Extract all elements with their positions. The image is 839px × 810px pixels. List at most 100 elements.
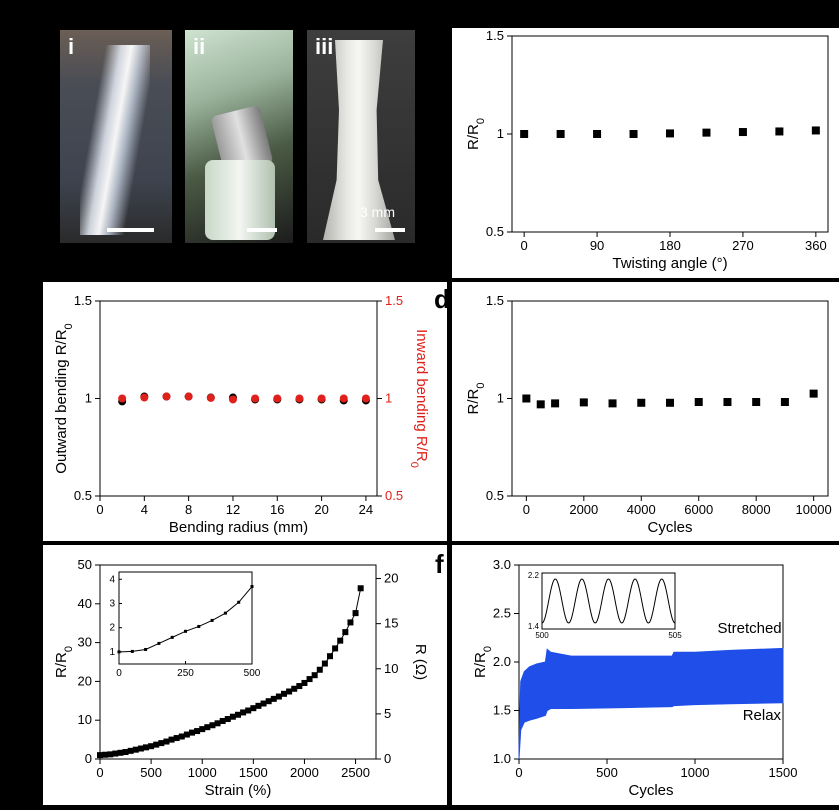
data-point [275, 693, 282, 700]
y-tick-label: 1.5 [486, 28, 504, 43]
x-tick-label: 4 [141, 502, 148, 517]
data-point [629, 130, 638, 138]
y-axis-label: R/R0 [465, 118, 487, 150]
x-axis-label: Bending radius (mm) [169, 519, 308, 536]
data-point [209, 722, 216, 729]
data-point [163, 738, 170, 745]
data-point [97, 752, 103, 759]
cycles-chart: 0 2000 4000 6000 8000 10000 0.5 1 1.5 Cycles R/R0 [465, 293, 832, 536]
y-axis-label: Outward bending R/R0 [53, 323, 75, 473]
data-point [327, 653, 333, 660]
inset-x-tick-label: 250 [177, 668, 194, 679]
y-tick-label: 1.5 [486, 293, 504, 308]
y2-tick-label: 1.5 [385, 293, 403, 308]
data-point [229, 713, 236, 720]
data-point [637, 398, 646, 407]
y-tick-label: 1.5 [493, 703, 511, 718]
x-tick-label: 500 [596, 765, 618, 780]
data-point [245, 707, 252, 714]
x-tick-label: 1000 [681, 765, 710, 780]
data-point [556, 130, 565, 138]
data-point [775, 127, 784, 136]
inset-y-tick-label: 4 [109, 574, 115, 585]
scale-bar [107, 228, 154, 232]
x-tick-label: 24 [359, 502, 373, 517]
data-point [102, 751, 109, 758]
x-tick-label: 180 [659, 238, 681, 253]
data-point [306, 676, 313, 683]
x-tick-label: 16 [270, 502, 284, 517]
panel-letter-f: f [435, 549, 444, 579]
y2-tick-label: 0.5 [385, 488, 403, 503]
data-point [342, 629, 349, 636]
data-point [608, 399, 617, 408]
twisting-chart: 0 90 180 270 360 0.5 1 1.5 Twisting angle (°) R/R… [465, 28, 829, 272]
data-point [250, 705, 257, 712]
photo-stretching: iii 3 mm [307, 30, 415, 243]
photo-label: i [68, 34, 75, 59]
data-point [281, 690, 287, 697]
data-point [173, 735, 180, 742]
y-tick-label: 0.5 [486, 224, 504, 239]
x-tick-label: 20 [314, 502, 328, 517]
data-point [118, 394, 127, 403]
x-tick-label: 1500 [769, 765, 798, 780]
photo-label: iii [315, 34, 334, 59]
inset-y-tick-label: 1 [109, 647, 115, 658]
y2-tick-label: 1 [385, 391, 392, 406]
y2-tick-label: 20 [384, 571, 398, 586]
x-tick-label: 360 [805, 238, 827, 253]
x-tick-label: 500 [140, 765, 162, 780]
data-point [130, 649, 134, 653]
x-tick-label: 2000 [569, 502, 598, 517]
data-point [260, 700, 267, 707]
x-tick-label: 0 [523, 502, 530, 517]
data-point [199, 726, 206, 733]
y2-tick-label: 15 [384, 616, 398, 631]
data-point [194, 728, 201, 735]
plot-frame [511, 300, 829, 497]
data-point [579, 398, 588, 407]
inset-wave [541, 578, 676, 624]
annotation: Stretched [717, 620, 781, 637]
y2-axis-label: R (Ω) [412, 644, 429, 680]
inset-frame [118, 571, 253, 665]
data-point [520, 130, 529, 138]
y-tick-label: 40 [78, 596, 92, 611]
data-point [250, 585, 254, 589]
bending-chart: 0 4 8 12 16 20 24 0.5 1 1.5 Bending radius (mm) Out… [53, 293, 430, 536]
data-point [666, 129, 674, 138]
y-tick-label: 2.5 [493, 606, 511, 621]
panel-twisting: 0 90 180 270 360 0.5 1 1.5 Twisting angle (°) R/R… [452, 28, 839, 278]
data-point [143, 744, 149, 751]
y-axis-label: R/R0 [472, 646, 494, 678]
data-point [170, 635, 174, 639]
x-tick-label: 6000 [684, 502, 713, 517]
data-point [357, 585, 364, 592]
data-point [551, 399, 560, 408]
data-point [214, 720, 221, 727]
x-tick-label: 8 [185, 502, 192, 517]
x-tick-label: 90 [590, 238, 604, 253]
x-tick-label: 12 [226, 502, 240, 517]
y2-tick-label: 0 [384, 751, 391, 766]
y-tick-label: 20 [78, 673, 92, 688]
x-axis-label: Cycles [647, 519, 692, 536]
data-point [536, 400, 545, 409]
data-point [158, 740, 165, 747]
y-tick-label: 1.5 [74, 293, 92, 308]
data-point [316, 666, 323, 673]
data-point [723, 398, 732, 407]
data-point [522, 394, 531, 403]
x-tick-label: 0 [521, 238, 528, 253]
x-tick-label: 1000 [188, 765, 217, 780]
data-point [168, 736, 175, 743]
data-point [197, 624, 201, 628]
data-point [296, 683, 303, 690]
data-point [337, 637, 344, 644]
x-tick-label: 0 [515, 765, 522, 780]
data-point [223, 611, 227, 615]
data-point [112, 750, 119, 757]
panel-strain: 0 500 1000 1500 2000 2500 0 10 20 30 40 50 Strain (%… [43, 545, 447, 805]
data-point [352, 610, 359, 617]
